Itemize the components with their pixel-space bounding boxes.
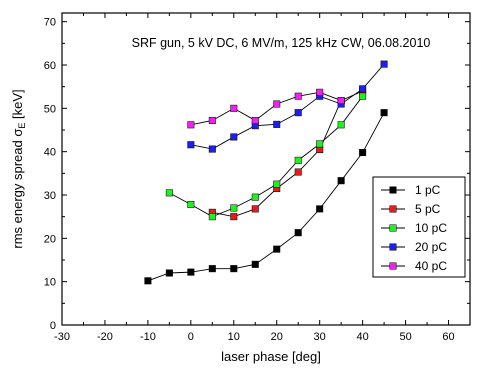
data-point <box>165 189 173 197</box>
data-point <box>316 205 324 213</box>
data-point <box>187 268 195 276</box>
data-point <box>208 213 216 221</box>
legend-marker <box>389 262 397 270</box>
data-point <box>208 145 216 153</box>
data-point <box>273 100 281 108</box>
y-tick-label: 0 <box>50 320 56 332</box>
data-point <box>230 133 238 141</box>
data-point <box>316 88 324 96</box>
data-point <box>187 121 195 129</box>
legend-item: 20 pC <box>381 240 447 254</box>
x-tick-label: 50 <box>399 331 411 343</box>
data-point <box>337 97 345 105</box>
y-tick-label: 50 <box>44 103 56 115</box>
x-axis-title: laser phase [deg] <box>221 349 321 364</box>
x-tick-label: 0 <box>188 331 194 343</box>
legend-label: 20 pC <box>415 240 447 254</box>
series-line <box>169 95 363 218</box>
data-point <box>251 116 259 124</box>
series-10-pC <box>165 92 367 221</box>
data-point <box>294 109 302 117</box>
data-point <box>165 269 173 277</box>
data-point <box>294 229 302 237</box>
x-tick-label: -30 <box>54 331 70 343</box>
y-axis-title-main: rms energy spread σ <box>10 129 25 249</box>
legend-label: 40 pC <box>415 259 447 273</box>
data-point <box>380 109 388 117</box>
x-tick-label: 40 <box>357 331 369 343</box>
legend-item: 40 pC <box>381 259 447 273</box>
data-point <box>251 205 259 213</box>
series-40-pC <box>187 88 345 129</box>
y-tick-label: 30 <box>44 190 56 202</box>
x-tick-label: 60 <box>442 331 454 343</box>
series-line <box>212 90 363 218</box>
data-point <box>273 180 281 188</box>
y-tick-label: 40 <box>44 147 56 159</box>
legend: 1 pC 5 pC 10 pC 20 pC 40 pC <box>372 176 466 278</box>
data-point <box>251 260 259 268</box>
data-point <box>230 265 238 273</box>
data-point <box>294 92 302 100</box>
data-point <box>187 201 195 209</box>
data-point <box>230 104 238 112</box>
legend-label: 1 pC <box>415 183 441 197</box>
data-point <box>273 245 281 253</box>
series-20-pC <box>187 60 388 153</box>
legend-item: 1 pC <box>381 183 441 197</box>
x-tick-label: 10 <box>228 331 240 343</box>
legend-box <box>372 176 466 278</box>
data-point <box>187 141 195 149</box>
legend-marker <box>389 243 397 251</box>
y-axis: 0 10 20 30 40 50 60 70 <box>44 17 470 332</box>
legend-marker <box>389 224 397 232</box>
data-point <box>337 121 345 129</box>
y-tick-label: 20 <box>44 233 56 245</box>
legend-marker <box>389 205 397 213</box>
series-layer <box>144 60 388 285</box>
x-tick-label: 30 <box>314 331 326 343</box>
legend-marker <box>389 186 397 194</box>
data-point <box>144 277 152 285</box>
x-tick-label: 20 <box>271 331 283 343</box>
data-point <box>251 193 259 201</box>
data-point <box>208 116 216 124</box>
data-point <box>294 168 302 176</box>
legend-label: 10 pC <box>415 221 447 235</box>
x-axis: -30 -20 -10 0 10 20 30 40 50 60 <box>54 13 455 343</box>
y-tick-label: 70 <box>44 17 56 29</box>
legend-item: 10 pC <box>381 221 447 235</box>
series-line <box>190 63 385 150</box>
data-point <box>230 204 238 212</box>
data-point <box>359 149 367 157</box>
data-point <box>273 120 281 128</box>
series-line <box>190 91 342 126</box>
legend-label: 5 pC <box>415 202 441 216</box>
x-tick-label: -20 <box>97 331 113 343</box>
chart-title: SRF gun, 5 kV DC, 6 MV/m, 125 kHz CW, 06… <box>132 36 431 50</box>
series-1-pC <box>144 109 388 285</box>
data-point <box>230 213 238 221</box>
data-point <box>294 156 302 164</box>
y-tick-label: 60 <box>44 60 56 72</box>
plot-frame <box>61 12 471 326</box>
data-point <box>316 140 324 148</box>
data-point <box>359 92 367 100</box>
y-axis-title-unit: [keV] <box>10 89 25 122</box>
y-axis-title: rms energy spread σE [keV] <box>10 89 27 248</box>
series-line <box>147 112 385 282</box>
data-point <box>359 85 367 93</box>
y-tick-label: 10 <box>44 277 56 289</box>
data-point <box>337 177 345 185</box>
x-tick-label: -10 <box>140 331 156 343</box>
legend-item: 5 pC <box>381 202 441 216</box>
data-point <box>380 60 388 68</box>
y-axis-title-subscript: E <box>17 123 27 129</box>
data-point <box>208 265 216 273</box>
